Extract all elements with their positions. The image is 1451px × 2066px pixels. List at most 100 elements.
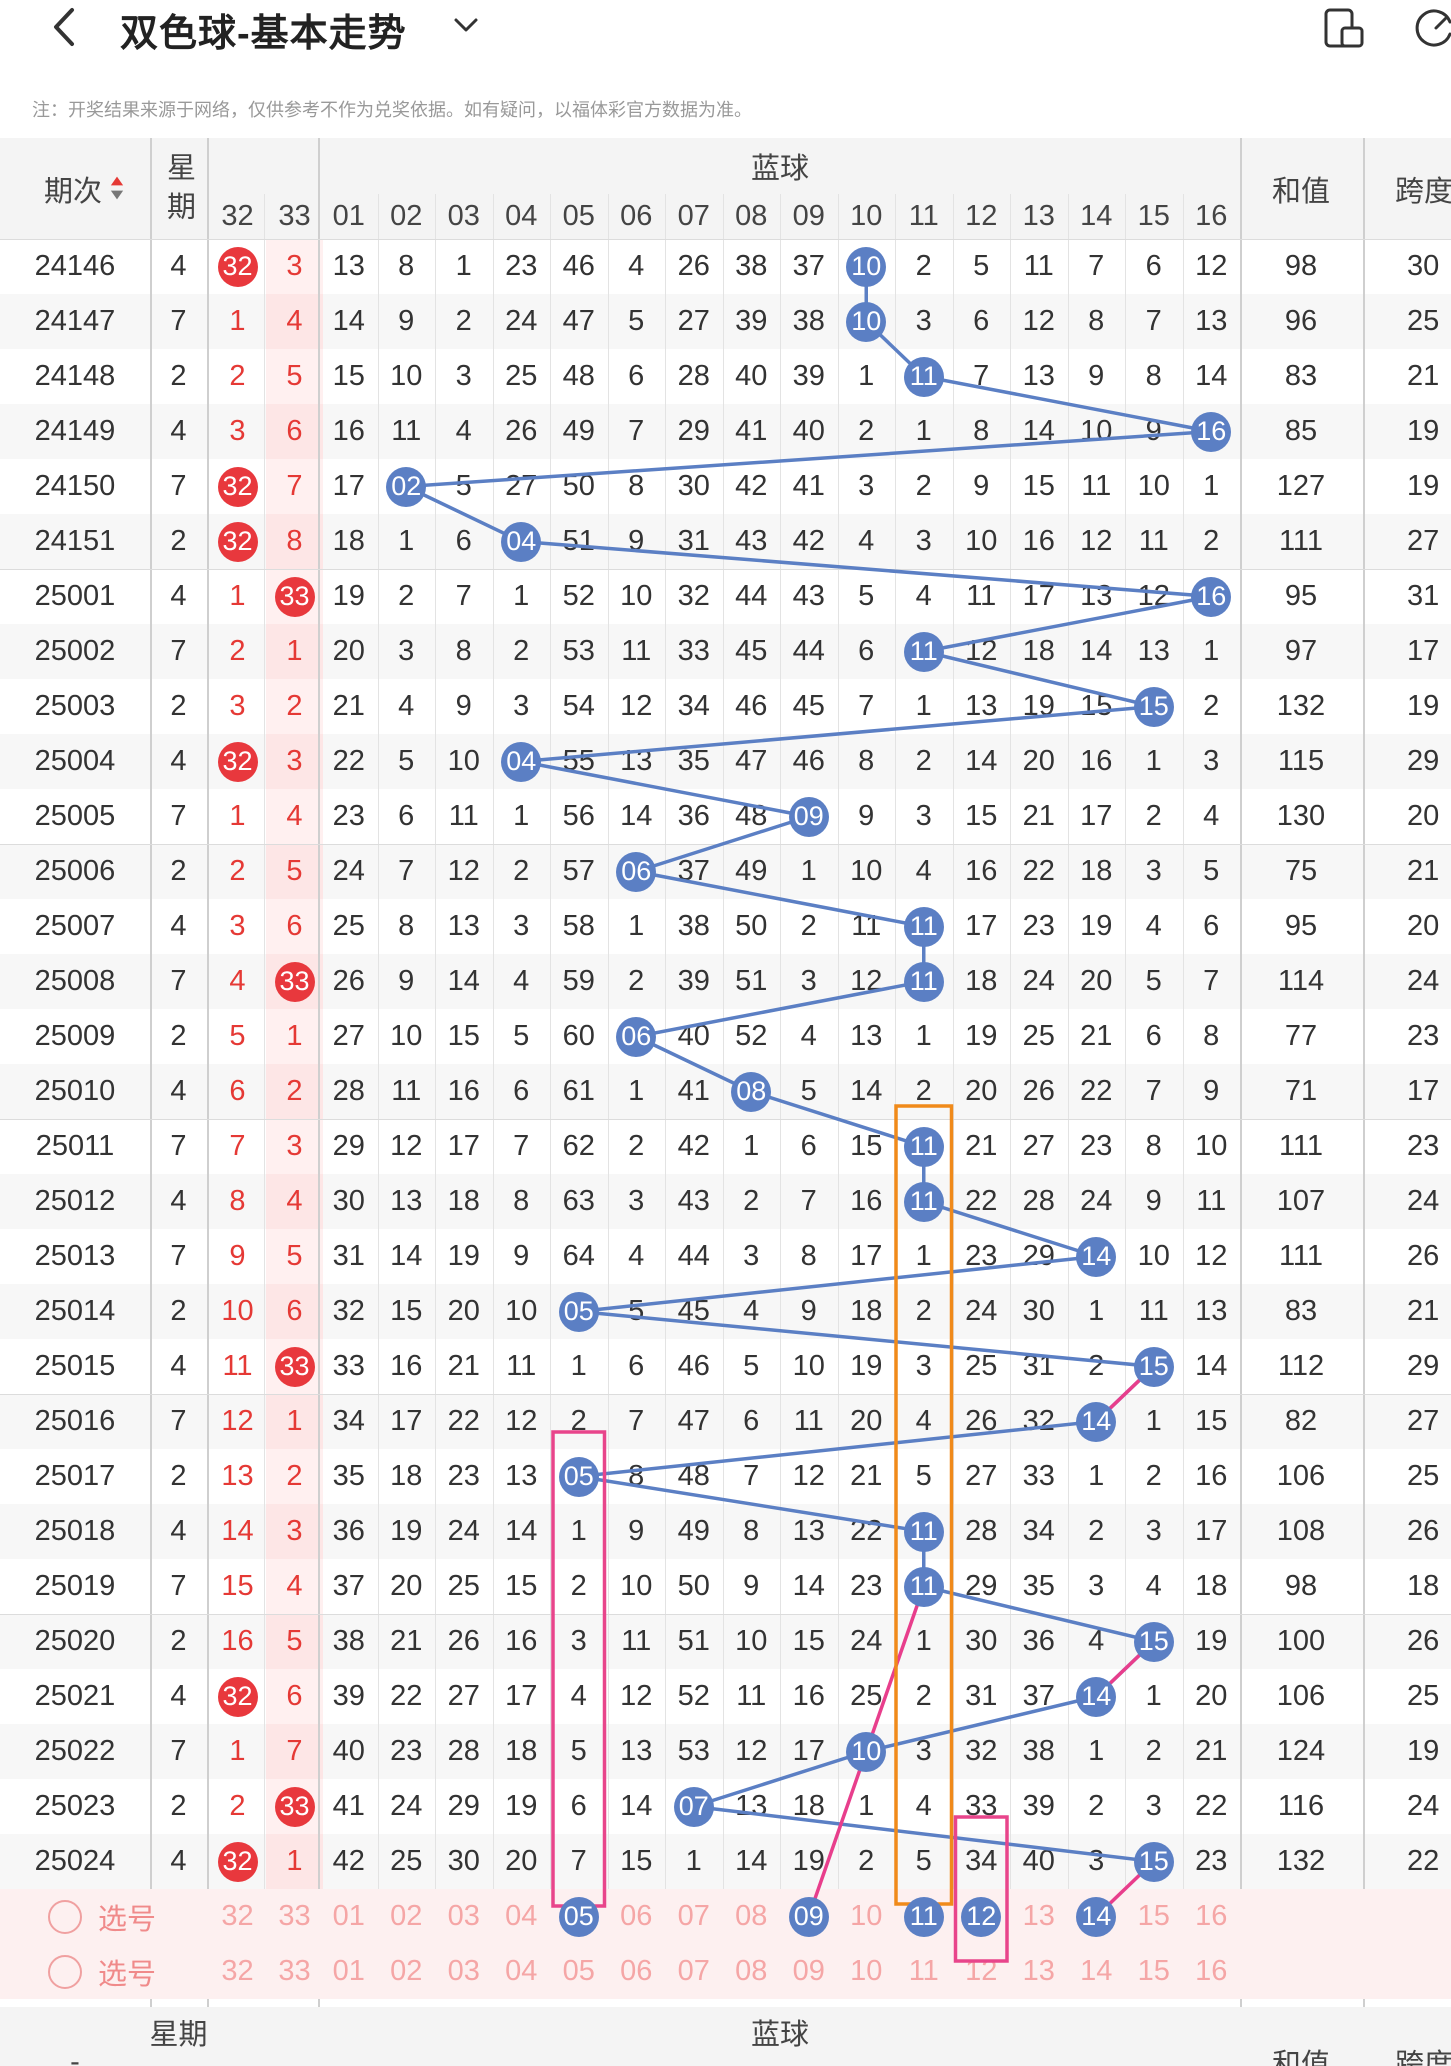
blue-miss-count: 4 bbox=[513, 965, 530, 997]
select-radio[interactable] bbox=[48, 1954, 82, 1989]
select-number-10[interactable]: 10 bbox=[850, 1955, 883, 1987]
span-value: 19 bbox=[1407, 470, 1440, 502]
red-miss-32: 10 bbox=[221, 1295, 254, 1327]
device-icon[interactable] bbox=[1320, 4, 1368, 52]
blue-miss-count: 13 bbox=[965, 690, 998, 722]
blue-miss-count: 41 bbox=[332, 1790, 365, 1822]
blue-miss-count: 20 bbox=[390, 1570, 423, 1602]
select-label[interactable]: 选号 bbox=[97, 1903, 156, 1936]
select-number-32[interactable]: 32 bbox=[221, 1955, 254, 1987]
select-number-14[interactable]: 14 bbox=[1080, 1955, 1113, 1987]
blue-miss-count: 25 bbox=[505, 360, 538, 392]
blue-ball-hit: 05 bbox=[558, 1456, 599, 1497]
select-number-08[interactable]: 08 bbox=[735, 1900, 768, 1932]
red-ball-32: 32 bbox=[217, 466, 258, 507]
chevron-down-icon[interactable] bbox=[448, 10, 484, 40]
blue-miss-count: 2 bbox=[800, 910, 817, 942]
footer-span: 跨度 bbox=[1395, 2049, 1451, 2066]
select-label[interactable]: 选号 bbox=[97, 1958, 156, 1991]
select-number-06[interactable]: 06 bbox=[620, 1955, 653, 1987]
span-value: 26 bbox=[1407, 1240, 1440, 1272]
selected-ball-09[interactable]: 09 bbox=[788, 1896, 829, 1937]
select-number-10[interactable]: 10 bbox=[850, 1900, 883, 1932]
select-number-01[interactable]: 01 bbox=[332, 1955, 365, 1987]
select-number-13[interactable]: 13 bbox=[1022, 1955, 1055, 1987]
select-number-07[interactable]: 07 bbox=[677, 1900, 710, 1932]
select-number-13[interactable]: 13 bbox=[1022, 1900, 1055, 1932]
span-value: 31 bbox=[1407, 580, 1440, 612]
row-group-divider bbox=[0, 569, 1451, 570]
select-number-09[interactable]: 09 bbox=[792, 1955, 825, 1987]
selected-ball-14[interactable]: 14 bbox=[1076, 1896, 1117, 1937]
blue-ball-hit: 04 bbox=[501, 521, 542, 562]
select-radio[interactable] bbox=[48, 1899, 82, 1934]
red-ball-32: 32 bbox=[217, 521, 258, 562]
week-day: 7 bbox=[170, 1570, 187, 1602]
select-number-15[interactable]: 15 bbox=[1137, 1900, 1170, 1932]
blue-miss-count: 26 bbox=[677, 250, 710, 282]
span-value: 29 bbox=[1407, 1350, 1440, 1382]
issue-number: 24147 bbox=[34, 305, 116, 337]
blue-miss-count: 1 bbox=[858, 360, 875, 392]
blue-miss-count: 63 bbox=[562, 1185, 595, 1217]
select-number-33[interactable]: 33 bbox=[278, 1900, 311, 1932]
blue-miss-count: 3 bbox=[1203, 745, 1220, 777]
select-number-06[interactable]: 06 bbox=[620, 1900, 653, 1932]
select-number-04[interactable]: 04 bbox=[505, 1900, 538, 1932]
blue-miss-count: 1 bbox=[1203, 635, 1220, 667]
select-number-03[interactable]: 03 bbox=[447, 1900, 480, 1932]
red-miss-32: 4 bbox=[229, 965, 246, 997]
header-issue[interactable]: 期次 bbox=[44, 175, 103, 208]
sort-icon[interactable] bbox=[110, 174, 124, 202]
select-number-32[interactable]: 32 bbox=[221, 1900, 254, 1932]
column-divider bbox=[722, 194, 724, 1889]
blue-miss-count: 5 bbox=[800, 1075, 817, 1107]
span-value: 25 bbox=[1407, 305, 1440, 337]
blue-miss-count: 35 bbox=[332, 1460, 365, 1492]
blue-miss-count: 4 bbox=[1145, 1570, 1162, 1602]
select-number-33[interactable]: 33 bbox=[278, 1955, 311, 1987]
select-number-04[interactable]: 04 bbox=[505, 1955, 538, 1987]
week-day: 4 bbox=[170, 1350, 187, 1382]
select-number-05[interactable]: 05 bbox=[562, 1955, 595, 1987]
select-number-03[interactable]: 03 bbox=[447, 1955, 480, 1987]
select-number-08[interactable]: 08 bbox=[735, 1955, 768, 1987]
blue-ball-hit: 11 bbox=[903, 631, 944, 672]
select-number-16[interactable]: 16 bbox=[1195, 1955, 1228, 1987]
red-miss-33: 4 bbox=[286, 1185, 303, 1217]
blue-miss-count: 9 bbox=[1088, 360, 1105, 392]
span-value: 19 bbox=[1407, 1735, 1440, 1767]
select-number-02[interactable]: 02 bbox=[390, 1955, 423, 1987]
issue-number: 25008 bbox=[34, 965, 116, 997]
week-day: 7 bbox=[170, 1130, 187, 1162]
blue-miss-count: 37 bbox=[792, 250, 825, 282]
blue-miss-count: 32 bbox=[1022, 1405, 1055, 1437]
blue-miss-count: 10 bbox=[850, 855, 883, 887]
select-number-11[interactable]: 11 bbox=[908, 1955, 939, 1987]
select-number-07[interactable]: 07 bbox=[677, 1955, 710, 1987]
selected-ball-05[interactable]: 05 bbox=[558, 1896, 599, 1937]
blue-miss-count: 4 bbox=[570, 1680, 587, 1712]
blue-miss-count: 20 bbox=[1080, 965, 1113, 997]
select-number-01[interactable]: 01 bbox=[332, 1900, 365, 1932]
blue-miss-count: 2 bbox=[628, 1130, 645, 1162]
blue-miss-count: 16 bbox=[1080, 745, 1113, 777]
header-span: 跨度 bbox=[1395, 175, 1451, 208]
blue-miss-count: 20 bbox=[965, 1075, 998, 1107]
column-divider bbox=[377, 194, 379, 1889]
blue-miss-count: 1 bbox=[513, 580, 530, 612]
select-number-16[interactable]: 16 bbox=[1195, 1900, 1228, 1932]
red-tail-bg bbox=[266, 899, 323, 954]
blue-miss-count: 6 bbox=[973, 305, 990, 337]
selected-ball-12[interactable]: 12 bbox=[961, 1896, 1002, 1937]
blue-miss-count: 33 bbox=[677, 635, 710, 667]
back-arrow-icon[interactable] bbox=[40, 2, 90, 52]
select-number-02[interactable]: 02 bbox=[390, 1900, 423, 1932]
blue-miss-count: 28 bbox=[677, 360, 710, 392]
select-number-15[interactable]: 15 bbox=[1137, 1955, 1170, 1987]
blue-miss-count: 42 bbox=[792, 525, 825, 557]
blue-miss-count: 11 bbox=[448, 800, 479, 832]
header-blue-03: 03 bbox=[447, 200, 480, 232]
selected-ball-11[interactable]: 11 bbox=[903, 1896, 944, 1937]
refresh-icon[interactable] bbox=[1410, 4, 1451, 52]
